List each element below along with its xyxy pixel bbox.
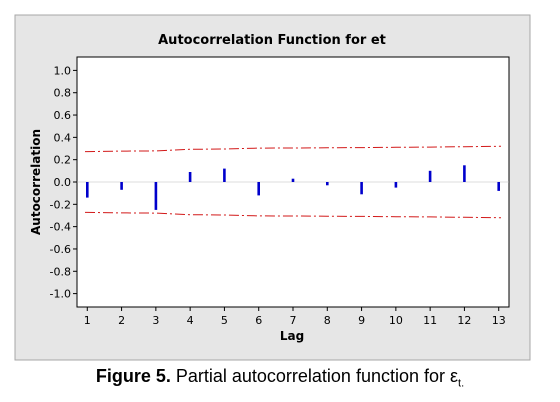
x-tick-label: 8 bbox=[324, 314, 331, 327]
y-tick-label: -1.0 bbox=[50, 288, 71, 301]
x-tick-label: 3 bbox=[152, 314, 159, 327]
x-tick-label: 2 bbox=[118, 314, 125, 327]
y-tick-label: -0.4 bbox=[50, 221, 71, 234]
acf-bar-lag-8 bbox=[326, 182, 329, 186]
acf-bar-lag-5 bbox=[223, 168, 226, 182]
acf-bar-lag-3 bbox=[154, 182, 158, 210]
acf-bar-lag-1 bbox=[86, 182, 89, 198]
y-axis-title: Autocorrelation bbox=[29, 129, 43, 235]
acf-bar-lag-4 bbox=[188, 172, 192, 182]
x-tick-label: 12 bbox=[457, 314, 471, 327]
acf-bar-lag-7 bbox=[291, 178, 295, 182]
acf-bar-lag-12 bbox=[463, 165, 466, 182]
x-tick-label: 1 bbox=[84, 314, 91, 327]
x-tick-label: 6 bbox=[255, 314, 262, 327]
y-tick-label: 0.0 bbox=[54, 176, 72, 189]
caption-subscript: t. bbox=[458, 377, 465, 390]
y-axis: 1.0 0.8 0.6 0.4 0.2 0.0 -0.2 -0.4 -0.6 -0.8 -1.0 bbox=[50, 64, 77, 301]
chart-title: Autocorrelation Function for et bbox=[158, 33, 386, 48]
x-tick-label: 9 bbox=[358, 314, 365, 327]
acf-bar-lag-2 bbox=[120, 182, 123, 190]
y-tick-label: 0.4 bbox=[54, 131, 72, 144]
acf-bar-lag-13 bbox=[497, 182, 500, 191]
figure-caption: Figure 5. Partial autocorrelation functi… bbox=[0, 366, 560, 390]
acf-bar-lag-10 bbox=[394, 182, 398, 188]
x-tick-label: 4 bbox=[187, 314, 194, 327]
x-tick-label: 10 bbox=[389, 314, 403, 327]
x-tick-label: 13 bbox=[492, 314, 506, 327]
acf-bar-lag-11 bbox=[428, 170, 432, 182]
y-tick-label: -0.8 bbox=[50, 265, 71, 278]
y-tick-label: 0.6 bbox=[54, 109, 72, 122]
y-tick-label: 0.2 bbox=[54, 154, 72, 167]
acf-bar-lag-9 bbox=[360, 182, 363, 195]
y-tick-label: 0.8 bbox=[54, 87, 72, 100]
lower-limit-line bbox=[85, 211, 501, 219]
x-tick-label: 5 bbox=[221, 314, 228, 327]
y-tick-label: 1.0 bbox=[54, 64, 72, 77]
x-axis-title: Lag bbox=[280, 329, 304, 343]
acf-bar-lag-6 bbox=[257, 182, 260, 196]
y-tick-label: -0.6 bbox=[50, 243, 71, 256]
caption-text: Partial autocorrelation function for ε bbox=[170, 366, 459, 386]
acf-bars bbox=[86, 165, 500, 210]
caption-lead: Figure 5. bbox=[95, 366, 171, 386]
x-axis: 1 2 3 4 5 6 7 8 9 10 11 12 13 bbox=[84, 307, 506, 327]
x-tick-label: 7 bbox=[290, 314, 297, 327]
y-tick-label: -0.2 bbox=[50, 198, 71, 211]
upper-limit-line bbox=[85, 145, 501, 153]
x-tick-label: 11 bbox=[423, 314, 437, 327]
